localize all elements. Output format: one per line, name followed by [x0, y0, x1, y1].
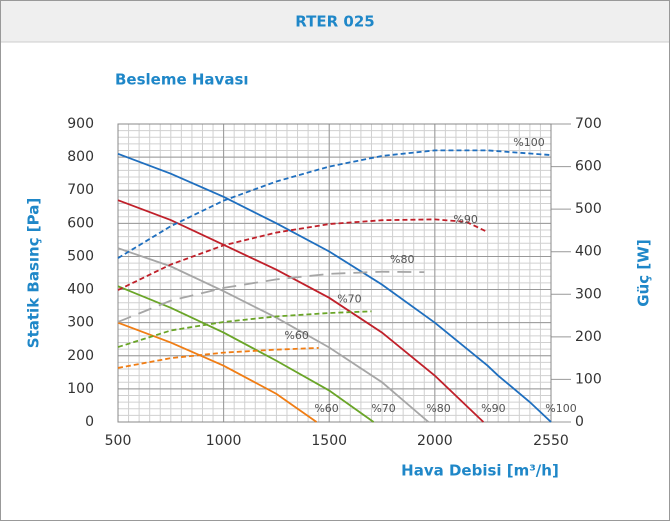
- series-label: %60: [314, 402, 338, 415]
- y-tick-label: 200: [67, 348, 94, 364]
- y2-tick-label: 100: [575, 371, 602, 387]
- x-tick-label: 2550: [533, 433, 569, 449]
- series-label: %90: [453, 213, 477, 226]
- y-tick-label: 500: [67, 248, 94, 264]
- x-tick-label: 1500: [311, 433, 347, 449]
- y-axis-label: Statik Basınç [Pa]: [25, 198, 43, 348]
- y2-axis-label: Güç [W]: [635, 239, 653, 306]
- y2-tick-label: 0: [575, 414, 584, 430]
- series-label: %90: [481, 402, 505, 415]
- series-label: %70: [371, 402, 395, 415]
- y-tick-label: 400: [67, 282, 94, 298]
- y-tick-label: 900: [67, 116, 94, 132]
- y-tick-label: 300: [67, 315, 94, 331]
- series-label: %60: [284, 329, 308, 342]
- series-label: %70: [337, 292, 361, 305]
- line: [117, 347, 319, 369]
- line: [117, 199, 485, 423]
- line: [117, 152, 552, 423]
- y-tick-label: 0: [85, 414, 94, 430]
- y-tick-label: 100: [67, 381, 94, 397]
- header-title: RTER 025: [295, 13, 374, 31]
- y2-tick-label: 200: [575, 329, 602, 345]
- series-label: %80: [426, 402, 450, 415]
- chart-title: Besleme Havası: [115, 71, 249, 89]
- y2-tick-label: 500: [575, 201, 602, 217]
- series-label: %100: [545, 402, 576, 415]
- line: [117, 247, 430, 423]
- line: [117, 270, 425, 323]
- y-tick-label: 800: [67, 149, 94, 165]
- x-axis-label: Hava Debisi [m³/h]: [401, 462, 559, 480]
- y2-tick-label: 600: [575, 159, 602, 175]
- y2-tick-label: 700: [575, 116, 602, 132]
- y2-tick-label: 400: [575, 244, 602, 260]
- plot-frame: [117, 123, 552, 423]
- series-label: %100: [513, 136, 544, 149]
- series-label: %80: [390, 253, 414, 266]
- x-tick-label: 2000: [417, 433, 453, 449]
- y-tick-label: 700: [67, 182, 94, 198]
- x-tick-label: 1000: [206, 433, 242, 449]
- line: [117, 149, 552, 259]
- header-bar: [1, 1, 669, 42]
- y2-tick-label: 300: [575, 286, 602, 302]
- y-tick-label: 600: [67, 215, 94, 231]
- x-tick-label: 500: [105, 433, 132, 449]
